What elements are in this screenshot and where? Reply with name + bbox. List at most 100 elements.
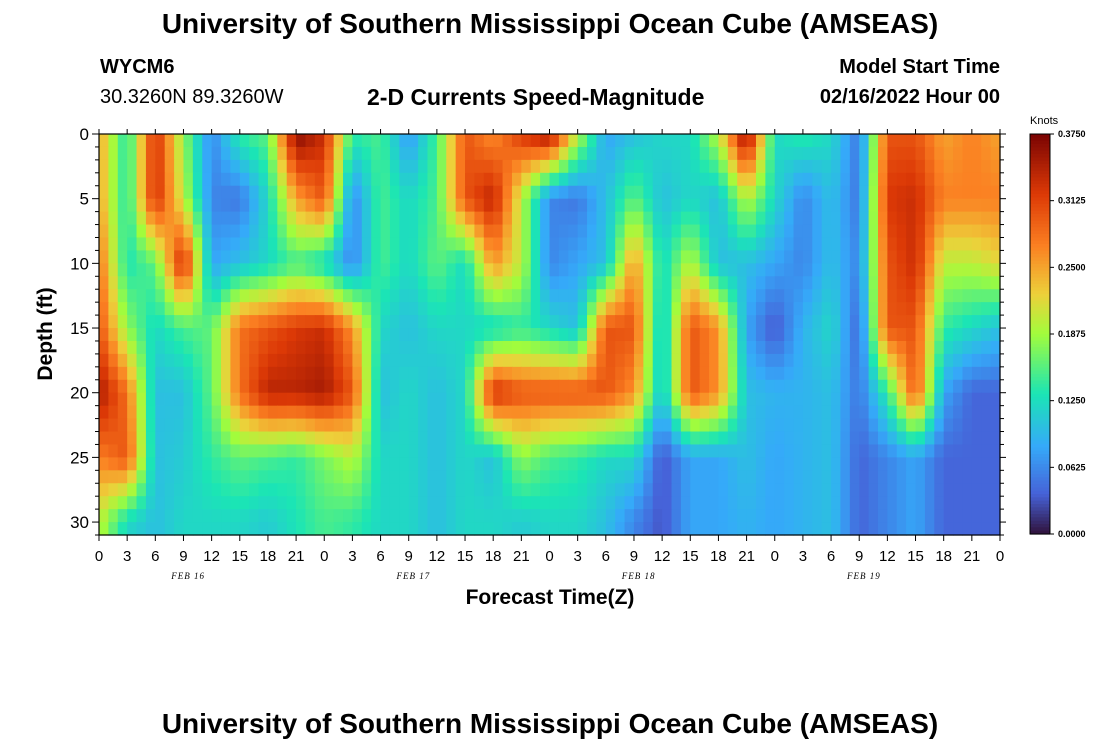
heatmap-cell bbox=[493, 444, 504, 458]
heatmap-cell bbox=[446, 237, 457, 252]
heatmap-cell bbox=[164, 315, 175, 329]
heatmap-cell bbox=[868, 496, 879, 510]
heatmap-cell bbox=[549, 522, 560, 536]
heatmap-cell bbox=[211, 276, 222, 290]
heatmap-cell bbox=[296, 328, 307, 342]
heatmap-cell bbox=[343, 134, 354, 148]
heatmap-cell bbox=[990, 353, 1001, 368]
heatmap-cell bbox=[418, 159, 429, 174]
heatmap-cell bbox=[145, 470, 156, 484]
heatmap-cell bbox=[558, 315, 569, 329]
heatmap-cell bbox=[990, 276, 1001, 290]
heatmap-cell bbox=[690, 392, 701, 407]
heatmap-cell bbox=[474, 198, 485, 213]
heatmap-cell bbox=[455, 483, 466, 497]
heatmap-cell bbox=[399, 418, 410, 433]
heatmap-cell bbox=[990, 134, 1001, 148]
colorbar-swatch bbox=[1030, 400, 1050, 405]
heatmap-cell bbox=[465, 185, 476, 200]
heatmap-cell bbox=[483, 211, 494, 226]
heatmap-cell bbox=[568, 379, 579, 394]
heatmap-cell bbox=[127, 185, 138, 200]
heatmap-cell bbox=[831, 418, 842, 433]
heatmap-cell bbox=[117, 224, 128, 239]
heatmap-cell bbox=[183, 159, 194, 174]
heatmap-cell bbox=[596, 353, 607, 368]
heatmap-cell bbox=[624, 302, 635, 316]
heatmap-cell bbox=[643, 146, 654, 161]
heatmap-cell bbox=[305, 172, 316, 187]
heatmap-cell bbox=[671, 522, 682, 536]
heatmap-cell bbox=[812, 328, 823, 342]
heatmap-cell bbox=[155, 418, 166, 433]
heatmap-cell bbox=[577, 405, 588, 420]
heatmap-cell bbox=[399, 172, 410, 187]
heatmap-cell bbox=[99, 224, 109, 239]
heatmap-cell bbox=[953, 418, 964, 433]
heatmap-cell bbox=[793, 224, 804, 239]
colorbar-swatch bbox=[1030, 417, 1050, 422]
heatmap-cell bbox=[849, 276, 860, 290]
heatmap-cell bbox=[549, 431, 560, 446]
heatmap-cell bbox=[755, 522, 766, 536]
heatmap-cell bbox=[755, 250, 766, 264]
heatmap-cell bbox=[971, 263, 982, 277]
heatmap-cell bbox=[915, 328, 926, 342]
heatmap-cell bbox=[174, 172, 185, 187]
heatmap-cell bbox=[258, 522, 269, 536]
heatmap-cell bbox=[718, 289, 729, 303]
heatmap-cell bbox=[849, 366, 860, 381]
heatmap-cell bbox=[446, 444, 457, 458]
heatmap-cell bbox=[624, 418, 635, 433]
heatmap-cell bbox=[239, 353, 250, 368]
heatmap-cell bbox=[145, 483, 156, 497]
heatmap-cell bbox=[277, 276, 288, 290]
heatmap-cell bbox=[774, 340, 785, 355]
heatmap-cell bbox=[493, 366, 504, 381]
heatmap-cell bbox=[221, 224, 231, 239]
x-tick-label: 18 bbox=[710, 548, 727, 565]
heatmap-cell bbox=[587, 522, 598, 536]
heatmap-cell bbox=[493, 353, 504, 368]
heatmap-cell bbox=[333, 289, 344, 303]
heatmap-cell bbox=[136, 198, 147, 213]
heatmap-cell bbox=[389, 366, 400, 381]
heatmap-cell bbox=[371, 483, 382, 497]
heatmap-cell bbox=[343, 444, 354, 458]
heatmap-cell bbox=[953, 457, 964, 471]
heatmap-cell bbox=[343, 483, 354, 497]
heatmap-cell bbox=[521, 509, 532, 523]
heatmap-cell bbox=[549, 302, 560, 316]
heatmap-cell bbox=[633, 237, 644, 252]
heatmap-cell bbox=[192, 289, 203, 303]
heatmap-cell bbox=[662, 328, 673, 342]
heatmap-cell bbox=[221, 250, 231, 264]
heatmap-cell bbox=[934, 509, 945, 523]
heatmap-cell bbox=[540, 444, 551, 458]
heatmap-cell bbox=[455, 250, 466, 264]
heatmap-cell bbox=[662, 211, 673, 226]
heatmap-cell bbox=[699, 211, 710, 226]
heatmap-cell bbox=[493, 250, 504, 264]
heatmap-cell bbox=[455, 315, 466, 329]
heatmap-cell bbox=[483, 185, 494, 200]
heatmap-cell bbox=[230, 353, 241, 368]
heatmap-cell bbox=[699, 263, 710, 277]
heatmap-cells bbox=[99, 134, 1001, 536]
heatmap-cell bbox=[380, 263, 391, 277]
heatmap-cell bbox=[774, 509, 785, 523]
heatmap-cell bbox=[737, 431, 748, 446]
heatmap-cell bbox=[99, 405, 109, 420]
heatmap-cell bbox=[343, 328, 354, 342]
heatmap-cell bbox=[774, 198, 785, 213]
heatmap-cell bbox=[568, 237, 579, 252]
heatmap-cell bbox=[455, 198, 466, 213]
heatmap-cell bbox=[371, 457, 382, 471]
heatmap-cell bbox=[314, 250, 325, 264]
heatmap-cell bbox=[962, 172, 973, 187]
heatmap-cell bbox=[831, 198, 842, 213]
colorbar-swatch bbox=[1030, 267, 1050, 272]
heatmap-cell bbox=[249, 353, 260, 368]
heatmap-cell bbox=[981, 470, 992, 484]
heatmap-cell bbox=[859, 509, 870, 523]
